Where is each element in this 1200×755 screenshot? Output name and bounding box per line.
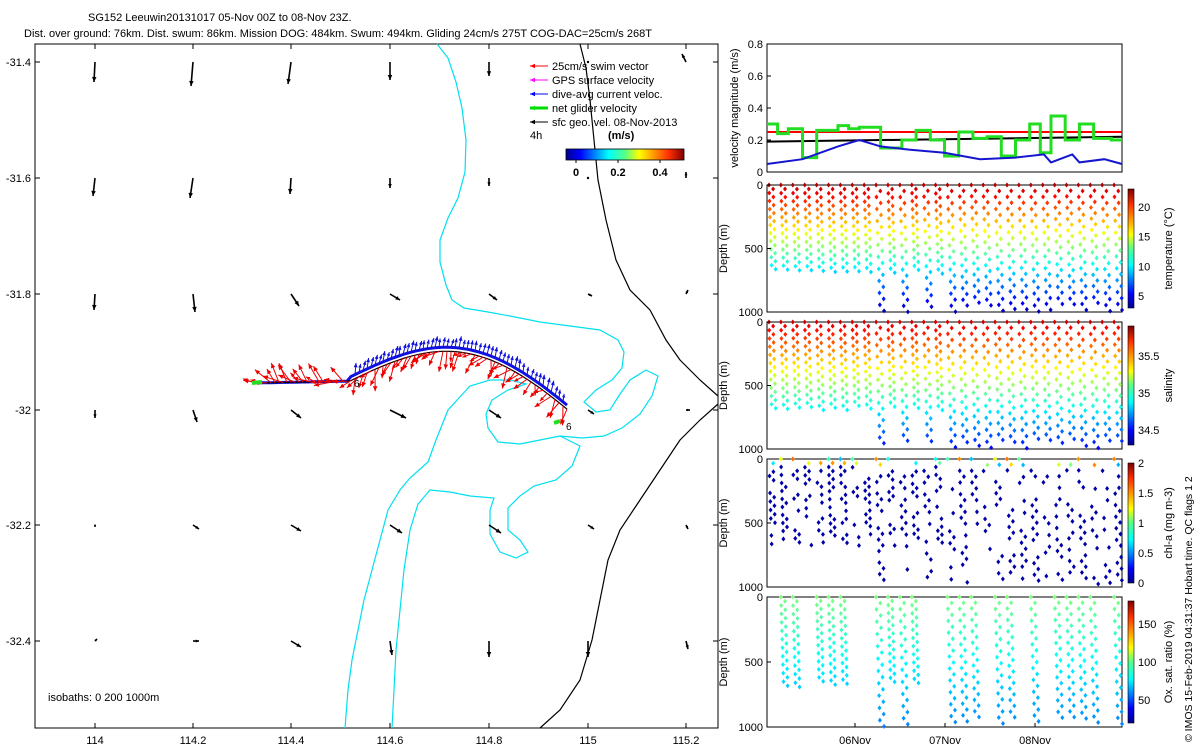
- map-x-tick-label: 114.4: [278, 735, 305, 747]
- oxygen-colorbar-tick: 100: [1138, 657, 1156, 669]
- colorbar-tick-label: 0.2: [610, 167, 625, 179]
- map-frame: [35, 44, 718, 728]
- chl-a-ylabel: Depth (m): [718, 499, 730, 548]
- oxygen-colorbar-tick: 50: [1138, 695, 1150, 707]
- legend-label: GPS surface velocity: [552, 75, 655, 87]
- map-x-tick-label: 114.8: [476, 735, 503, 747]
- temperature-colorbar-tick: 10: [1138, 261, 1150, 273]
- velocity-panel: 0 0.2 0.4 0.6 0.8 velocity magnitude (m/s): [729, 39, 1122, 179]
- velocity-y-tick-label: 0.4: [748, 103, 763, 115]
- map-y-tick-label: -32.4: [6, 636, 31, 648]
- figure-title: SG152 Leeuwin20131017 05-Nov 00Z to 08-N…: [88, 12, 352, 24]
- legend-label: 25cm/s swim vector: [552, 61, 649, 73]
- map-x-tick-label: 114.2: [180, 735, 207, 747]
- temperature-ylabel: Depth (m): [718, 224, 730, 273]
- date-tick-label: 07Nov: [929, 735, 961, 747]
- oxygen-ylabel: Depth (m): [718, 638, 730, 687]
- temperature-colorbar-tick: 5: [1138, 291, 1144, 303]
- isobaths-label: isobaths: 0 200 1000m: [48, 692, 159, 704]
- chl-a-colorbar-tick: 0: [1138, 578, 1144, 590]
- velocity-y-tick-label: 0.6: [748, 71, 763, 83]
- salinity-colorbar: [1128, 326, 1134, 445]
- interval-label: 4h: [530, 130, 542, 142]
- salinity-y-tick-label: 500: [745, 381, 763, 393]
- legend-label: net glider velocity: [552, 103, 637, 115]
- salinity-y-tick-label: 0: [757, 317, 763, 329]
- temperature-colorbar-tick: 20: [1138, 202, 1150, 214]
- temperature-frame: [767, 185, 1122, 312]
- legend-label: dive-avg current veloc.: [552, 89, 663, 101]
- velocity-ylabel: velocity magnitude (m/s): [729, 48, 741, 167]
- track-marker-end: 6: [566, 422, 572, 433]
- chl-a-colorbar-tick: 1.5: [1138, 488, 1153, 500]
- map-y-tick-label: -32: [15, 405, 31, 417]
- temperature-y-tick-label: 500: [745, 244, 763, 256]
- chl-a-colorbar-tick: 1: [1138, 518, 1144, 530]
- oxygen-panel: 0 500 1000 Depth (m) 50 100 150 Ox. sat. ratio …: [718, 592, 1175, 747]
- salinity-colorbar-label: salinity: [1163, 368, 1175, 402]
- salinity-colorbar-tick: 35.5: [1138, 351, 1159, 363]
- figure-subtitle: Dist. over ground: 76km. Dist. swum: 86k…: [24, 28, 652, 40]
- oxygen-colorbar-label: Ox. sat. ratio (%): [1163, 621, 1175, 704]
- map-panel: 114 114.2 114.4 114.6 114.8 115 115.2 -31.4 -31…: [6, 44, 718, 747]
- chl-a-colorbar-tick: 2: [1138, 458, 1144, 470]
- speed-colorbar: [566, 149, 684, 160]
- velocity-y-tick-label: 0: [757, 167, 763, 179]
- chl-a-frame: [767, 459, 1122, 587]
- date-tick-label: 06Nov: [839, 735, 871, 747]
- colorbar-tick-label: 0: [573, 167, 579, 179]
- salinity-frame: [767, 322, 1122, 449]
- chl-a-colorbar-tick: 0.5: [1138, 548, 1153, 560]
- imos-credit: © IMOS 15-Feb-2019 04:31:37 Hobart time.…: [1183, 476, 1195, 742]
- oxygen-colorbar-tick: 150: [1138, 619, 1156, 631]
- map-x-tick-label: 115.2: [673, 735, 700, 747]
- salinity-colorbar-tick: 34.5: [1138, 425, 1159, 437]
- temperature-y-tick-label: 0: [757, 180, 763, 192]
- track-marker-start: 6: [354, 379, 360, 390]
- salinity-ylabel: Depth (m): [718, 361, 730, 410]
- temperature-colorbar-label: temperature (°C): [1163, 207, 1175, 289]
- salinity-colorbar-tick: 35: [1138, 388, 1150, 400]
- chl-a-colorbar-label: chl-a (mg m-3): [1163, 487, 1175, 559]
- geo-velocity-arrow: [94, 525, 96, 527]
- date-tick-label: 08Nov: [1019, 735, 1051, 747]
- map-x-tick-label: 114: [86, 735, 104, 747]
- colorbar-tick-label: 0.4: [652, 167, 668, 179]
- oxygen-y-tick-label: 0: [757, 592, 763, 604]
- velocity-y-tick-label: 0.2: [748, 135, 763, 147]
- map-y-tick-label: -31.6: [6, 173, 31, 185]
- oxygen-y-tick-label: 500: [745, 657, 763, 669]
- map-y-tick-label: -31.8: [6, 289, 31, 301]
- chl-a-y-tick-label: 500: [745, 518, 763, 530]
- map-y-tick-label: -32.2: [6, 520, 31, 532]
- legend-label: sfc geo. vel. 08-Nov-2013: [552, 117, 677, 129]
- map-x-tick-label: 115: [579, 735, 597, 747]
- oxygen-colorbar: [1128, 601, 1134, 723]
- velocity-y-tick-label: 0.8: [748, 39, 763, 51]
- colorbar-unit: (m/s): [608, 130, 635, 142]
- temperature-colorbar-tick: 15: [1138, 232, 1150, 244]
- chl-a-colorbar: [1128, 463, 1134, 583]
- oxygen-y-tick-label: 1000: [739, 722, 763, 734]
- map-x-tick-label: 114.6: [377, 735, 404, 747]
- temperature-colorbar: [1128, 189, 1134, 308]
- map-y-tick-label: -31.4: [6, 57, 31, 69]
- chl-a-y-tick-label: 0: [757, 454, 763, 466]
